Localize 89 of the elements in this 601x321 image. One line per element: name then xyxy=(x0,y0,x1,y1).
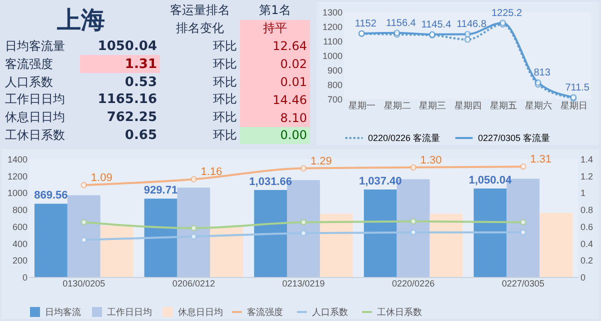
y-tick-label: 700 xyxy=(327,94,342,104)
data-label: 1.31 xyxy=(530,154,552,166)
text: 工作日日均 xyxy=(4,91,66,108)
x-tick-label: 星期四 xyxy=(454,100,482,110)
data-label: 1156.4 xyxy=(386,18,416,29)
x-tick-label: 星期二 xyxy=(384,100,411,110)
text: 持平 xyxy=(240,20,310,38)
text: 休息日日均 xyxy=(4,109,66,126)
legend-label: 工休日系数 xyxy=(377,307,422,317)
data-label: 1225.2 xyxy=(491,8,523,19)
text: 人口系数 xyxy=(4,74,54,91)
data-label: 1.29 xyxy=(310,155,332,168)
y-tick-label: 0 xyxy=(22,272,28,282)
y2-tick-label: 0 xyxy=(580,272,586,282)
text: 客流强度 xyxy=(4,56,54,73)
text: 工休日系数 xyxy=(4,126,66,144)
data-label: 1,050.04 xyxy=(468,174,512,186)
y-tick-label: 1100 xyxy=(323,36,342,46)
y-tick-label: 1200 xyxy=(7,171,28,182)
text: 环比 xyxy=(212,126,238,144)
y-tick-label: 200 xyxy=(12,256,28,266)
text: 0.02 xyxy=(240,55,310,74)
legend-label: 休息日日均 xyxy=(178,307,223,317)
text: 14.46 xyxy=(240,90,310,109)
data-label: 1.09 xyxy=(90,172,112,184)
text: 环比 xyxy=(212,109,238,126)
legend-label: 工作日日均 xyxy=(107,307,152,317)
text: 12.64 xyxy=(240,38,310,56)
data-label: 1.16 xyxy=(200,166,222,178)
x-tick-label: 0213/0219 xyxy=(282,278,325,288)
y-tick-label: 800 xyxy=(12,205,28,216)
text: 环比 xyxy=(212,38,238,55)
text: 762.25 xyxy=(106,109,158,127)
y-tick-label: 600 xyxy=(12,222,28,232)
y2-tick-label: 0.2 xyxy=(580,256,594,266)
y-tick-label: 1200 xyxy=(322,22,342,32)
text: 1.31 xyxy=(80,55,160,74)
text: 0.00 xyxy=(240,126,310,144)
legend-label: 日均客流 xyxy=(45,307,81,317)
text: 0.01 xyxy=(240,73,310,91)
text: 客运量排名 xyxy=(169,2,231,20)
x-tick-label: 星期五 xyxy=(490,100,517,110)
y-tick-label: 1400 xyxy=(7,154,28,164)
text: 环比 xyxy=(212,91,238,108)
text: 排名变化 xyxy=(175,20,225,38)
data-label: 1152 xyxy=(354,18,377,30)
x-tick-label: 0130/0205 xyxy=(62,278,106,288)
x-tick-label: 星期一 xyxy=(348,100,376,110)
x-tick-label: 星期三 xyxy=(419,100,446,110)
y2-tick-label: 0.6 xyxy=(580,222,594,232)
y-tick-label: 800 xyxy=(327,80,342,90)
legend-label: 人口系数 xyxy=(312,307,348,317)
data-label: 1,037.40 xyxy=(358,176,402,188)
data-label: 1145.4 xyxy=(421,19,452,30)
y2-tick-label: 1.2 xyxy=(580,171,594,182)
y-tick-label: 1000 xyxy=(322,51,342,61)
data-label: 1.30 xyxy=(420,154,442,166)
y2-tick-label: 0.8 xyxy=(580,205,594,216)
legend-label: 0220/0226 客流量 xyxy=(368,133,440,143)
text: 环比 xyxy=(212,56,238,73)
text: 0.53 xyxy=(124,74,158,91)
x-tick-label: 星期六 xyxy=(525,100,552,110)
data-label: 1,031.66 xyxy=(249,176,292,188)
x-tick-label: 0206/0212 xyxy=(172,278,215,288)
text: 1050.04 xyxy=(96,38,158,56)
text: 8.10 xyxy=(240,108,310,127)
x-tick-label: 0227/0305 xyxy=(502,278,544,288)
legend-label: 0227/0305 客流量 xyxy=(478,133,550,143)
y-tick-label: 900 xyxy=(327,66,342,76)
y-tick-label: 1000 xyxy=(7,188,28,198)
text: 0.65 xyxy=(124,126,158,144)
y2-tick-label: 0.4 xyxy=(580,238,594,249)
legend-label: 客流强度 xyxy=(247,307,283,317)
x-tick-label: 星期日 xyxy=(560,100,588,110)
text: 上海 xyxy=(56,4,106,36)
y2-tick-label: 1.4 xyxy=(580,154,594,164)
data-label: 869.56 xyxy=(34,190,68,202)
text: 1165.16 xyxy=(96,91,158,109)
data-label: 711.5 xyxy=(565,82,590,94)
x-tick-label: 0220/0226 xyxy=(392,278,435,288)
text: 第1名 xyxy=(258,2,292,20)
data-label: 929.71 xyxy=(144,184,178,197)
y-tick-label: 400 xyxy=(12,238,28,249)
data-label: 1146.8 xyxy=(456,19,487,30)
y2-tick-label: 1 xyxy=(580,188,586,198)
text: 环比 xyxy=(212,74,238,91)
y-tick-label: 1300 xyxy=(322,8,342,18)
text: 日均客流量 xyxy=(4,38,66,55)
data-label: 813 xyxy=(534,68,551,79)
